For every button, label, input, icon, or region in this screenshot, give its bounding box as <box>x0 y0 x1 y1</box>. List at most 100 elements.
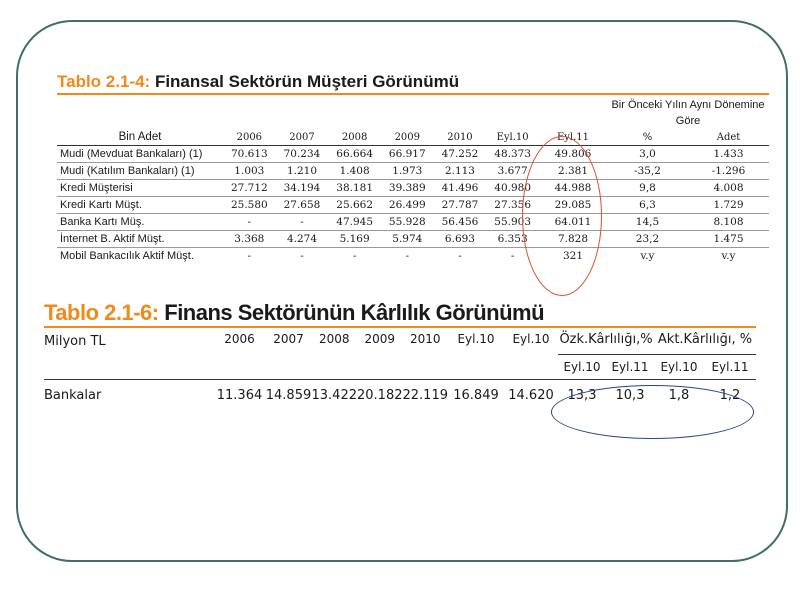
column-header: Eyl.10 <box>512 332 550 346</box>
table-cell: 26.499 <box>380 196 434 214</box>
row-label: Mudi (Katılım Bankaları) (1) <box>57 162 223 180</box>
customer-table-section: Tablo 2.1-4: Finansal Sektörün Müşteri G… <box>57 72 769 264</box>
column-header: 2006 <box>224 332 255 346</box>
column-header: Eyl.10 <box>486 129 539 146</box>
table-cell: 3.368 <box>223 230 276 248</box>
customer-table: Bir Önceki Yılın Aynı Dönemine Göre Bin … <box>57 97 769 264</box>
table-cell: 34.194 <box>275 179 329 197</box>
table-cell: - <box>223 213 276 231</box>
table-cell: 27.712 <box>223 179 276 197</box>
column-header: 2006 <box>223 129 276 146</box>
table-cell: 55.928 <box>380 213 434 231</box>
equity-profitability-header: Özk.Kârlılığı,% <box>558 328 654 355</box>
row-label: Mudi (Mevduat Bankaları) (1) <box>57 145 223 163</box>
column-header: Eyl.10 <box>457 332 495 346</box>
table-row: Mobil Bankacılık Aktif Müşt. - - - - - -321 v.y… <box>57 248 769 265</box>
table-cell: 20.182 <box>357 379 403 410</box>
table-cell: -1.296 <box>688 162 769 180</box>
row-label: Mobil Bankacılık Aktif Müşt. <box>60 250 194 262</box>
table-cell: 47.945 <box>328 213 381 231</box>
table-cell: 39.389 <box>380 179 434 197</box>
table-cell: 1.408 <box>328 162 381 180</box>
table-cell: 16.849 <box>448 379 504 410</box>
table1-title: Tablo 2.1-4: Finansal Sektörün Müşteri G… <box>57 72 460 91</box>
table-cell: 22.119 <box>402 379 448 410</box>
unit-label: Milyon TL <box>44 334 106 349</box>
column-header: 2010 <box>433 129 487 146</box>
table-cell: 27.787 <box>433 196 487 214</box>
table-cell: 48.373 <box>486 145 539 163</box>
table-cell: 9,8 <box>607 179 688 197</box>
table-cell: 14.620 <box>504 379 558 410</box>
row-label: İnternet B. Aktif Müşt. <box>57 230 223 248</box>
table-cell: 66.917 <box>380 145 434 163</box>
table-cell: 14,5 <box>607 213 688 231</box>
table-cell: - <box>352 250 357 262</box>
column-header: 2008 <box>328 129 381 146</box>
table-cell: 1.210 <box>275 162 329 180</box>
table-cell: 23,2 <box>607 230 688 248</box>
table-cell: 1.433 <box>688 145 769 163</box>
column-header: Adet <box>688 129 769 146</box>
table-cell: 14.859 <box>265 379 312 410</box>
table-cell: 3,0 <box>607 145 688 163</box>
table-cell: 5.974 <box>380 230 434 248</box>
table-row: Banka Kartı Müş. - -47.945 55.928 56.456 55.9… <box>57 213 769 231</box>
table-cell: 56.456 <box>433 213 487 231</box>
row-label: Kredi Kartı Müşt. <box>57 196 223 214</box>
row-label: Banka Kartı Müş. <box>57 213 223 231</box>
row-label: Bankalar <box>44 379 214 410</box>
table-cell: 4.274 <box>275 230 329 248</box>
table-cell: 70.234 <box>275 145 329 163</box>
table-cell: - <box>405 250 410 262</box>
red-highlight-ellipse <box>522 136 602 296</box>
table-cell: v.y <box>721 250 736 262</box>
row-label-header: Bin Adet <box>57 129 223 146</box>
prior-period-header: Bir Önceki Yılın Aynı Dönemine Göre <box>611 99 765 127</box>
column-header: 2009 <box>364 332 396 346</box>
table2-title: Tablo 2.1-6: Finans Sektörünün Kârlılık … <box>44 300 545 325</box>
table-cell: - <box>275 213 329 231</box>
table-cell: 41.496 <box>433 179 487 197</box>
slide-frame <box>16 20 788 562</box>
table-cell: 27.658 <box>275 196 329 214</box>
table-cell: - <box>300 250 304 262</box>
table-cell: 25.580 <box>223 196 276 214</box>
table-cell: - <box>247 250 252 262</box>
table-cell: 1.729 <box>688 196 769 214</box>
table-cell: 5.169 <box>328 230 381 248</box>
table1-title-rule <box>57 93 769 95</box>
table-row: Mudi (Mevduat Bankaları) (1) 70.613 70.234… <box>57 145 769 163</box>
table-cell: - <box>510 250 515 262</box>
table-row: Kredi Kartı Müşt. 25.580 27.658 25.662 26.49… <box>57 196 769 214</box>
table-cell: 25.662 <box>328 196 381 214</box>
column-header: 2009 <box>380 129 434 146</box>
asset-profitability-header: Akt.Kârlılığı, % <box>654 328 756 355</box>
table-row: Mudi (Katılım Bankaları) (1) 1.003 1.210 1.… <box>57 162 769 180</box>
table-cell: 1.973 <box>380 162 434 180</box>
table-cell: v.y <box>640 250 655 262</box>
row-label: Kredi Müşterisi <box>57 179 223 197</box>
table-cell: 6.693 <box>433 230 487 248</box>
table-row: İnternet B. Aktif Müşt. 3.368 4.274 5.169 5.… <box>57 230 769 248</box>
table-cell: 8.108 <box>688 213 769 231</box>
column-header: 2007 <box>275 129 329 146</box>
table-cell: 1.003 <box>223 162 276 180</box>
table-cell: 3.677 <box>486 162 539 180</box>
sub-column-header: Eyl.11 <box>704 354 756 380</box>
table-cell: 66.664 <box>328 145 381 163</box>
table-cell: 1.475 <box>688 230 769 248</box>
column-header: 2007 <box>273 332 304 346</box>
column-header: 2010 <box>409 332 441 346</box>
table-cell: -35,2 <box>607 162 688 180</box>
table2-title-rule <box>44 326 756 328</box>
table-cell: - <box>458 250 462 262</box>
table-cell: 70.613 <box>223 145 276 163</box>
table-cell: 47.252 <box>433 145 487 163</box>
table-cell: 4.008 <box>688 179 769 197</box>
table-cell: 11.364 <box>213 379 266 410</box>
column-header: 2008 <box>318 332 350 346</box>
sub-column-header: Eyl.11 <box>606 354 654 380</box>
sub-column-header: Eyl.10 <box>654 354 704 380</box>
table-cell: 2.113 <box>433 162 487 180</box>
